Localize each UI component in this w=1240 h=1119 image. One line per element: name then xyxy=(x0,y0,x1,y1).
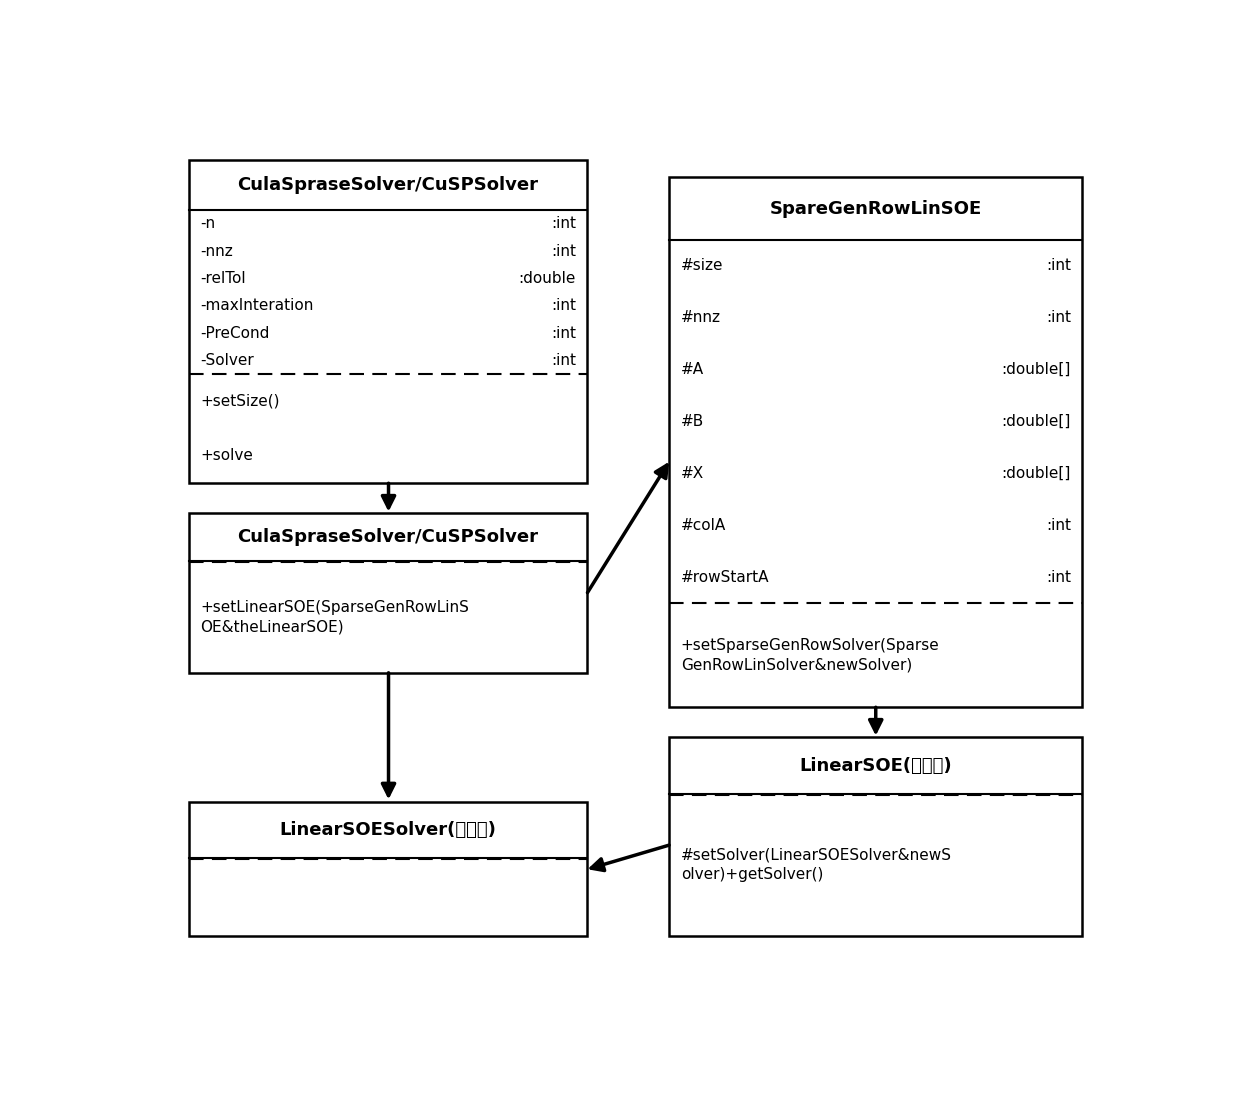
Text: :int: :int xyxy=(551,299,575,313)
Text: LinearSOESolver(求解器): LinearSOESolver(求解器) xyxy=(279,821,496,839)
Text: #nnz: #nnz xyxy=(681,310,720,326)
Text: +solve: +solve xyxy=(200,449,253,463)
Text: :int: :int xyxy=(1045,258,1071,273)
Text: :int: :int xyxy=(551,352,575,368)
Text: #size: #size xyxy=(681,258,723,273)
Text: #colA: #colA xyxy=(681,518,725,533)
Text: -nnz: -nnz xyxy=(200,244,233,258)
Text: LinearSOE(集成器): LinearSOE(集成器) xyxy=(800,756,952,774)
Bar xyxy=(188,514,588,673)
Text: :int: :int xyxy=(551,216,575,232)
Text: #setSolver(LinearSOESolver&newS
olver)+getSolver(): #setSolver(LinearSOESolver&newS olver)+g… xyxy=(681,847,951,882)
Text: -PreCond: -PreCond xyxy=(200,326,269,340)
Text: CulaSpraseSolver/CuSPSolver: CulaSpraseSolver/CuSPSolver xyxy=(238,176,538,195)
Text: -Solver: -Solver xyxy=(200,352,254,368)
Text: :double[]: :double[] xyxy=(1002,363,1071,377)
Text: #rowStartA: #rowStartA xyxy=(681,570,769,585)
Text: :double: :double xyxy=(518,271,575,286)
Text: :int: :int xyxy=(1045,570,1071,585)
Bar xyxy=(670,177,1083,707)
Text: #B: #B xyxy=(681,414,704,430)
Text: -relTol: -relTol xyxy=(200,271,246,286)
Text: :int: :int xyxy=(1045,310,1071,326)
Text: :double[]: :double[] xyxy=(1002,467,1071,481)
Text: :int: :int xyxy=(551,326,575,340)
Text: +setSize(): +setSize() xyxy=(200,394,280,408)
Text: :int: :int xyxy=(1045,518,1071,533)
Text: SpareGenRowLinSOE: SpareGenRowLinSOE xyxy=(770,199,982,217)
Text: CulaSpraseSolver/CuSPSolver: CulaSpraseSolver/CuSPSolver xyxy=(238,528,538,546)
Text: #A: #A xyxy=(681,363,704,377)
Bar xyxy=(188,802,588,935)
Text: +setSparseGenRowSolver(Sparse
GenRowLinSolver&newSolver): +setSparseGenRowSolver(Sparse GenRowLinS… xyxy=(681,638,940,673)
Bar xyxy=(188,160,588,483)
Text: -n: -n xyxy=(200,216,216,232)
Text: -maxInteration: -maxInteration xyxy=(200,299,314,313)
Text: :int: :int xyxy=(551,244,575,258)
Text: +setLinearSOE(SparseGenRowLinS
OE&theLinearSOE): +setLinearSOE(SparseGenRowLinS OE&theLin… xyxy=(200,600,469,634)
Bar xyxy=(670,737,1083,935)
Text: #X: #X xyxy=(681,467,704,481)
Text: :double[]: :double[] xyxy=(1002,414,1071,430)
